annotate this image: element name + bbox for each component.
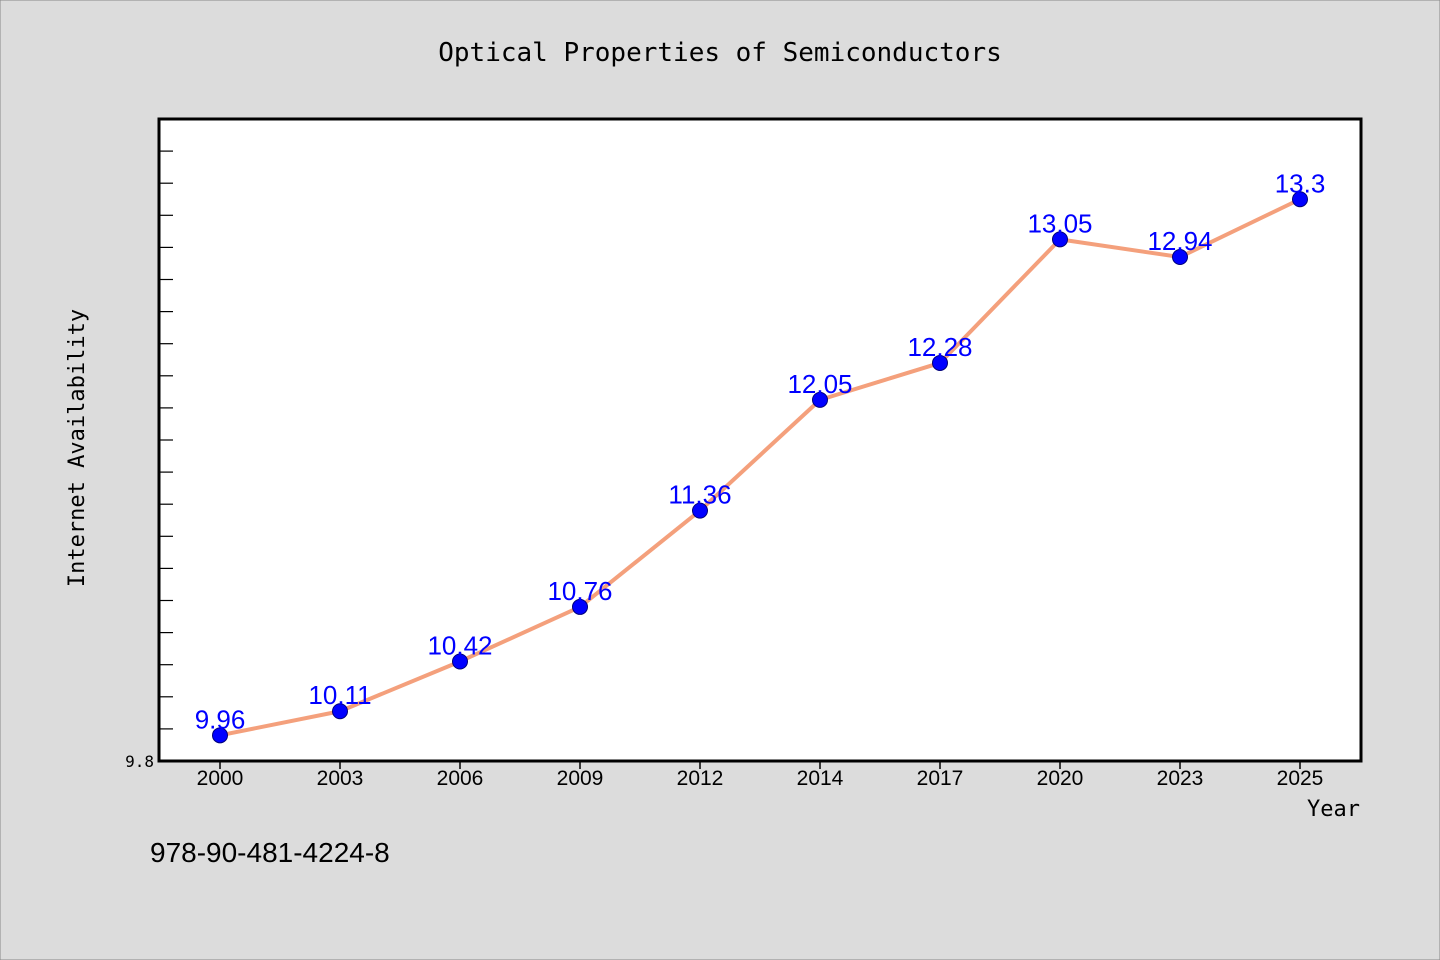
x-tick-label: 2020 — [1037, 767, 1084, 790]
data-label: 9.96 — [195, 704, 246, 734]
series-line — [219, 197, 1301, 738]
x-tick-label: 2000 — [197, 767, 244, 790]
data-point — [1172, 249, 1188, 266]
data-point — [812, 391, 828, 408]
x-tick-label: 2003 — [317, 767, 364, 790]
y-axis-ticks: 9.8 — [125, 118, 173, 771]
data-point — [212, 727, 228, 744]
data-label: 12.94 — [1147, 226, 1212, 256]
x-tick-label: 2006 — [437, 767, 484, 790]
data-markers — [212, 191, 1308, 744]
y-tick-label: 9.8 — [125, 752, 154, 771]
x-tick-label: 2025 — [1277, 767, 1324, 790]
isbn-text: 978-90-481-4224-8 — [150, 837, 390, 868]
data-point — [1052, 231, 1068, 248]
data-label: 12.28 — [907, 332, 972, 362]
x-tick-label: 2012 — [677, 767, 724, 790]
data-label: 10.42 — [427, 630, 492, 660]
y-axis-label: Internet Availability — [65, 309, 90, 587]
plot-frame — [157, 117, 1363, 763]
x-tick-label: 2009 — [557, 767, 604, 790]
data-point — [1292, 191, 1308, 208]
data-label: 10.76 — [547, 576, 612, 606]
chart-title: Optical Properties of Semiconductors — [438, 38, 1002, 68]
plot-area — [159, 119, 1361, 761]
data-label: 10.11 — [308, 680, 371, 710]
data-point — [572, 598, 588, 615]
x-axis-ticks: 2000 2003 2006 2009 2012 2014 2017 2020 2023 2025 — [197, 761, 1324, 790]
data-labels: 9.96 10.11 10.42 10.76 11.36 12.05 12.28 13.05 1… — [195, 168, 1326, 734]
series-line-group — [219, 197, 1301, 738]
data-point — [452, 653, 468, 670]
data-point — [932, 354, 948, 371]
x-tick-label: 2017 — [917, 767, 964, 790]
data-point — [332, 703, 348, 720]
data-label: 13.05 — [1027, 208, 1092, 238]
data-point — [692, 502, 708, 519]
x-tick-label: 2014 — [797, 767, 844, 790]
data-label: 11.36 — [668, 480, 731, 510]
x-tick-label: 2023 — [1157, 767, 1204, 790]
x-axis-label: Year — [1307, 797, 1360, 822]
data-label: 12.05 — [787, 369, 852, 399]
data-label: 13.3 — [1275, 168, 1326, 198]
